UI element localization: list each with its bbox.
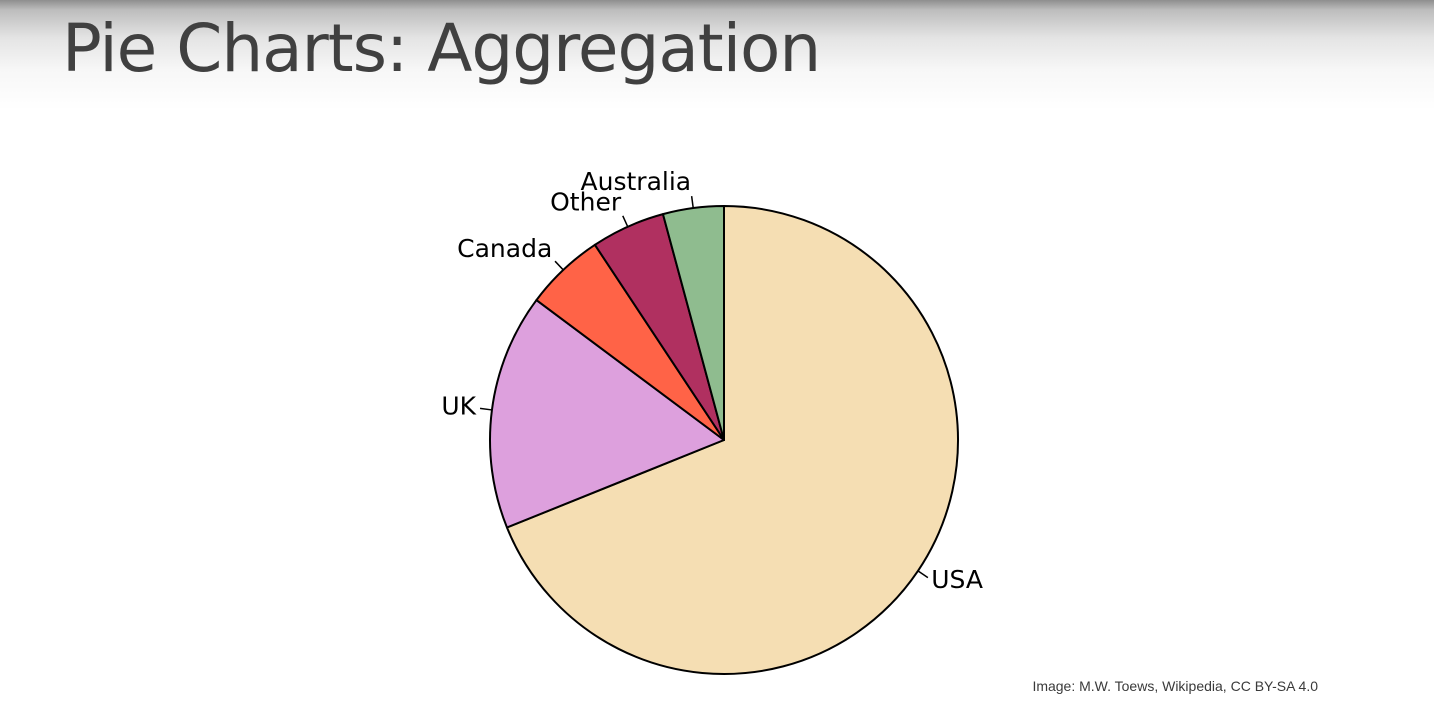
pie-slice-australia xyxy=(661,205,725,441)
pie-label-tick-canada xyxy=(554,260,564,271)
pie-label-tick-usa xyxy=(917,570,929,579)
pie-slice-uk xyxy=(489,299,725,529)
image-credit: Image: M.W. Toews, Wikipedia, CC BY-SA 4… xyxy=(1032,678,1318,694)
pie-label-other: Other xyxy=(550,187,622,216)
pie-label-uk: UK xyxy=(441,392,476,421)
slide-title: Pie Charts: Aggregation xyxy=(62,10,821,87)
pie-label-tick-australia xyxy=(690,196,694,209)
pie-slice-usa xyxy=(505,205,960,675)
pie-label-tick-other xyxy=(622,215,629,228)
pie-label-australia: Australia xyxy=(581,167,692,196)
pie-label-canada: Canada xyxy=(457,234,552,263)
title-banner xyxy=(0,0,1434,115)
pie-label-tick-uk xyxy=(479,407,493,411)
pie-label-usa: USA xyxy=(931,565,983,594)
